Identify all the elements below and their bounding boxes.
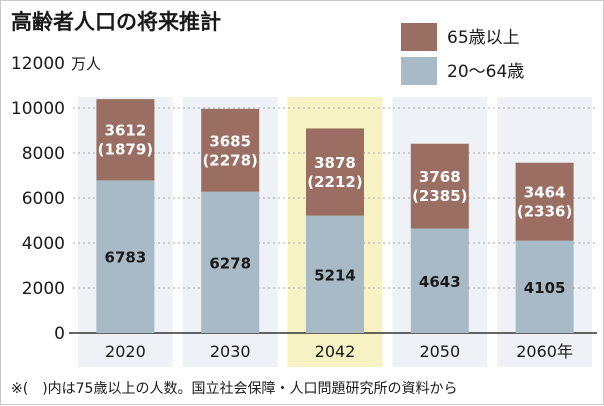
value-label-65-plus-2020: 3612 — [105, 122, 147, 140]
bar-20-64-2030 — [201, 191, 260, 333]
chart-note: ※( )内は75歳以上の人数。国立社会保障・人口問題研究所の資料から — [11, 381, 457, 397]
value-label-65-plus-2030: 3685 — [209, 132, 251, 150]
legend-swatch-65-plus — [401, 23, 437, 51]
legend-label-65-plus: 65歳以上 — [447, 28, 520, 48]
y-tick-label-6000: 6000 — [22, 189, 65, 209]
y-tick-label-10000: 10000 — [11, 99, 65, 119]
y-tick-label-4000: 4000 — [22, 234, 65, 254]
x-tick-label-2060年: 2060年 — [516, 342, 573, 361]
bar-65-plus-2060年 — [515, 162, 574, 241]
value-label-75-plus-2042: (2212) — [307, 173, 362, 191]
x-tick-label-2050: 2050 — [419, 342, 460, 361]
value-label-75-plus-2020: (1879) — [98, 141, 153, 159]
x-tick-label-2030: 2030 — [210, 342, 251, 361]
legend-label-20-64: 20〜64歳 — [447, 62, 524, 82]
value-label-75-plus-2050: (2385) — [412, 187, 467, 205]
value-label-20-64-2060年: 4105 — [524, 279, 566, 297]
y-tick-label-8000: 8000 — [22, 144, 65, 164]
value-label-75-plus-2060年: (2336) — [517, 203, 572, 221]
y-tick-label-2000: 2000 — [22, 279, 65, 299]
x-tick-label-2020: 2020 — [105, 342, 146, 361]
bar-20-64-2042 — [306, 215, 364, 333]
value-label-20-64-2030: 6278 — [209, 254, 251, 272]
bar-65-plus-2042 — [306, 128, 364, 216]
bar-65-plus-2020 — [96, 99, 155, 181]
value-label-20-64-2020: 6783 — [105, 249, 147, 267]
value-label-20-64-2050: 4643 — [419, 273, 461, 291]
value-label-20-64-2042: 5214 — [314, 266, 356, 284]
bar-20-64-2020 — [96, 180, 155, 333]
bar-65-plus-2030 — [201, 108, 260, 192]
bar-65-plus-2050 — [410, 143, 469, 229]
bar-20-64-2060年 — [515, 240, 574, 333]
legend-swatch-20-64 — [401, 57, 437, 85]
value-label-65-plus-2042: 3878 — [314, 154, 356, 172]
bar-20-64-2050 — [410, 228, 469, 333]
value-label-65-plus-2060年: 3464 — [524, 184, 566, 202]
y-tick-label-0: 0 — [54, 324, 65, 344]
y-unit-label: 万人 — [71, 55, 101, 73]
chart-title: 高齢者人口の将来推計 — [11, 10, 221, 34]
value-label-65-plus-2050: 3768 — [419, 168, 461, 186]
value-label-75-plus-2030: (2278) — [202, 151, 257, 169]
y-tick-label-12000: 12000 — [11, 54, 65, 74]
x-tick-label-2042: 2042 — [315, 342, 356, 361]
